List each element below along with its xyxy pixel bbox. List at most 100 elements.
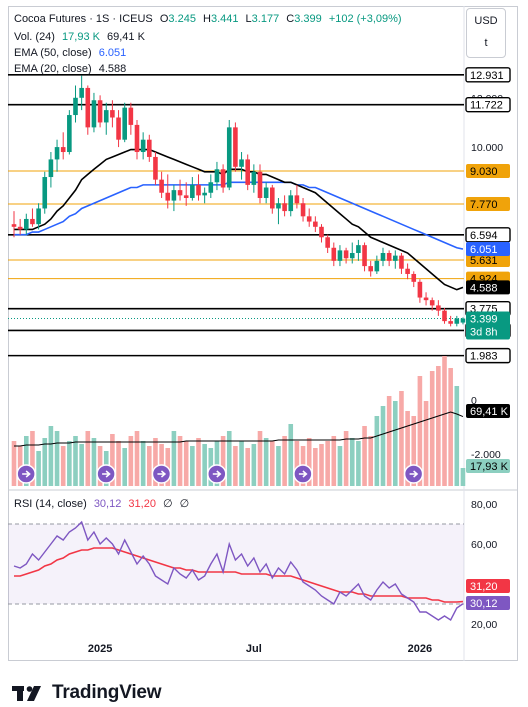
- volume-bar: [337, 446, 343, 486]
- volume-bar: [429, 371, 435, 486]
- ema20-tag: 4.588: [470, 282, 498, 294]
- candle-body: [257, 171, 263, 198]
- rsi-axis-label: 60,00: [471, 539, 497, 551]
- volume-bar: [270, 441, 275, 486]
- volume-bar: [171, 431, 177, 486]
- rsi-legend-label: RSI (14, close): [14, 498, 87, 510]
- volume-bar: [442, 356, 447, 486]
- candle-body: [436, 305, 441, 311]
- volume-ma-tag: 69,41 K: [470, 406, 509, 418]
- candle-body: [442, 310, 447, 322]
- volume-legend-label: Vol. (24): [14, 31, 55, 43]
- volume-bar: [331, 436, 337, 486]
- candle-body: [239, 159, 244, 167]
- candle-body: [460, 318, 466, 323]
- candle-body: [393, 255, 398, 261]
- rsi-legend[interactable]: RSI (14, close) 30,12 31,20 ∅ ∅: [14, 497, 193, 511]
- candle-body: [294, 195, 300, 204]
- ema50-line: [14, 181, 464, 250]
- time-axis-label: 2025: [88, 643, 112, 655]
- candle-body: [17, 226, 23, 230]
- candle-body: [48, 159, 54, 178]
- candle-body: [196, 184, 201, 196]
- candle-body: [183, 195, 189, 198]
- volume-bar: [79, 444, 84, 486]
- candle-body: [386, 253, 392, 261]
- candle-body: [337, 250, 343, 261]
- volume-bar: [54, 431, 60, 486]
- level-tag: 12.931: [470, 70, 504, 82]
- candle-body: [270, 187, 275, 209]
- volume-bar: [399, 391, 404, 486]
- rsi-ma-tag-bg: [466, 579, 510, 593]
- volume-bar: [183, 441, 189, 486]
- ema50-tag: 6.051: [470, 244, 498, 256]
- rsi-ma-tag: 31,20: [470, 581, 498, 593]
- candle-body: [54, 147, 60, 160]
- volume-bar: [417, 376, 423, 486]
- candle-body: [319, 226, 324, 238]
- volume-bar: [343, 431, 349, 486]
- candle-body: [11, 224, 17, 227]
- candle-body: [380, 253, 386, 261]
- level-tag-bg: [465, 67, 511, 83]
- ema20-legend[interactable]: EMA (20, close) 4.588: [14, 62, 130, 76]
- candle-body: [282, 203, 287, 212]
- candle-body: [220, 169, 226, 188]
- ema50-legend-label: EMA (50, close): [14, 47, 92, 59]
- time-axis-label: 2026: [408, 643, 432, 655]
- volume-bar: [11, 441, 17, 486]
- volume-bar: [36, 451, 41, 486]
- candle-body: [331, 247, 337, 261]
- rsi-tag-bg: [466, 596, 510, 610]
- candle-body: [122, 107, 127, 140]
- volume-bar: [460, 468, 466, 486]
- ohlc-open: O3.245: [159, 13, 196, 25]
- volume-tag-bg: [466, 459, 510, 473]
- level-tag-bg: [465, 227, 511, 243]
- volume-legend[interactable]: Vol. (24) 17,93 K 69,41 K: [14, 30, 149, 44]
- volume-bar: [288, 424, 294, 486]
- volume-bar: [349, 438, 355, 486]
- candle-body: [399, 255, 404, 269]
- candle-body: [85, 87, 91, 128]
- candle-body: [251, 171, 257, 185]
- candle-body: [362, 245, 367, 267]
- tradingview-logo[interactable]: TradingView: [12, 682, 162, 704]
- volume-bar: [263, 438, 269, 486]
- symbol-label[interactable]: Cocoa Futures · 1S · ICEUS: [14, 13, 153, 25]
- countdown-tag: 3d 8h: [470, 327, 498, 339]
- volume-bar: [226, 431, 232, 486]
- level-tag: 6.594: [470, 230, 498, 242]
- volume-bar: [30, 431, 35, 486]
- candle-body: [214, 169, 220, 183]
- volume-bar: [110, 434, 115, 486]
- volume-bar: [134, 431, 140, 486]
- rsi-band: [8, 524, 464, 604]
- level-tag-bg: [465, 347, 511, 364]
- candle-body: [343, 250, 349, 259]
- ema20-legend-label: EMA (20, close): [14, 63, 92, 75]
- level-tag: 7.770: [470, 199, 498, 211]
- candle-body: [245, 159, 250, 185]
- candle-body: [165, 192, 171, 201]
- ema20-tag-bg: [466, 280, 510, 295]
- candle-body: [116, 117, 121, 140]
- ema50-legend[interactable]: EMA (50, close) 6.051: [14, 46, 130, 60]
- currency-button[interactable]: USD t: [466, 8, 506, 58]
- rsi-legend-value: 30,12: [93, 498, 122, 510]
- volume-bar: [17, 446, 23, 486]
- candle-body: [103, 110, 109, 123]
- volume-bar: [356, 441, 361, 486]
- volume-bar: [374, 416, 380, 486]
- volume-bar: [239, 441, 244, 486]
- volume-bar: [294, 441, 300, 486]
- candle-body: [411, 273, 417, 282]
- candle-body: [325, 237, 330, 248]
- candle-body: [300, 203, 306, 217]
- candle-body: [110, 110, 115, 118]
- candle-body: [448, 321, 453, 324]
- volume-bar: [128, 436, 134, 486]
- chart-header: Cocoa Futures · 1S · ICEUS O3.245 H3.441…: [14, 12, 406, 26]
